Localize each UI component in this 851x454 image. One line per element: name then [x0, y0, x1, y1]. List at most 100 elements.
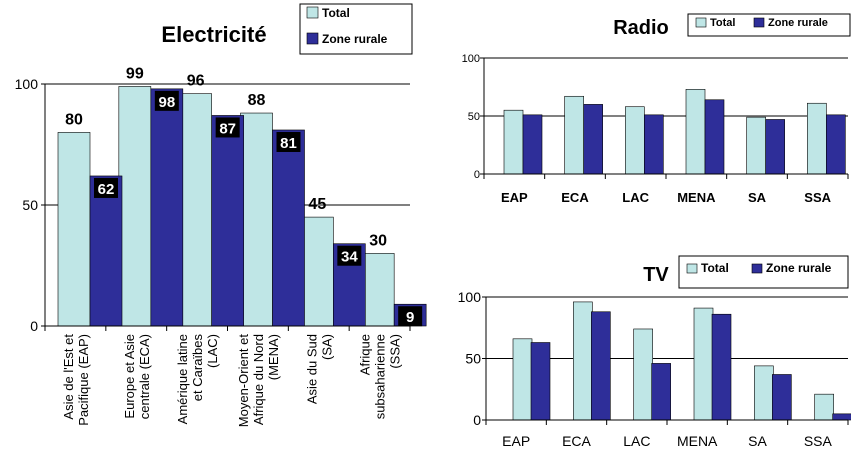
- category-label-0-line-1: Pacifique (EAP): [76, 334, 91, 426]
- bar-rural-3: [711, 313, 732, 421]
- bar-total-3: [240, 112, 273, 327]
- legend-swatch-rural: [306, 32, 319, 45]
- category-label-5-line-0: Afrique: [358, 334, 373, 375]
- legend-box: [299, 3, 413, 55]
- category-label-1: ECA: [562, 433, 591, 449]
- bar-total-0: [503, 109, 524, 175]
- bar-total-5: [814, 393, 834, 421]
- category-label-1-line-0: Europe et Asie: [122, 334, 137, 419]
- category-label-0-line-0: Asie de l'Est et: [61, 334, 76, 420]
- category-label-2-line-1: et Caraïbes: [190, 334, 205, 402]
- category-label-5: SSA: [804, 190, 831, 205]
- legend-box: [687, 13, 851, 37]
- y-tick-label: 100: [462, 53, 480, 65]
- bar-total-3: [685, 89, 706, 175]
- bar-total-2: [179, 93, 212, 327]
- bar-rural-5: [832, 413, 851, 421]
- y-tick-label: 0: [474, 169, 480, 181]
- category-label-4: SA: [748, 433, 767, 449]
- category-label-1: ECA: [561, 190, 589, 205]
- data-label-rural-5: 9: [406, 309, 414, 326]
- legend-box: [678, 255, 849, 289]
- data-label-box-rural-0: [94, 177, 118, 198]
- bar-rural-1: [591, 311, 611, 421]
- data-label-box-rural-1: [154, 90, 179, 111]
- bar-rural-0: [89, 175, 123, 327]
- bar-rural-5: [826, 114, 846, 175]
- category-label-0: EAP: [502, 433, 530, 449]
- legend-label-rural: Zone rurale: [322, 32, 388, 46]
- legend-swatch-rural: [751, 263, 763, 274]
- chart-tv: 0 50 100 EAP ECA LAC MENA SA SSA TV Total Zone rura…: [458, 255, 851, 449]
- bar-total-1: [118, 86, 152, 327]
- legend-swatch-total: [306, 6, 319, 19]
- bar-total-2: [625, 106, 645, 175]
- bar-total-3: [693, 307, 714, 421]
- chart-title: TV: [643, 264, 669, 286]
- bar-rural-3: [272, 129, 305, 327]
- bar-rural-2: [644, 114, 664, 175]
- category-label-3-line-2: (MENA): [266, 334, 281, 380]
- category-label-2: LAC: [622, 190, 649, 205]
- data-label-box-rural-4: [337, 245, 362, 266]
- bar-rural-0: [530, 342, 551, 421]
- category-label-5: SSA: [804, 433, 833, 449]
- data-label-rural-2: 87: [219, 120, 236, 137]
- bar-rural-2: [651, 363, 671, 421]
- category-label-5-line-1: subsaharienne: [373, 334, 388, 419]
- y-tick-label: 0: [473, 412, 481, 428]
- data-label-box-rural-2: [215, 117, 240, 138]
- bar-rural-2: [211, 115, 244, 327]
- y-tick-label: 0: [30, 318, 38, 334]
- bar-total-4: [301, 216, 334, 327]
- y-tick-label: 100: [458, 289, 482, 305]
- bar-rural-4: [765, 119, 785, 175]
- y-tick-label: 50: [22, 197, 38, 213]
- bar-total-0: [512, 338, 533, 421]
- bar-rural-1: [583, 104, 603, 175]
- bar-total-5: [361, 253, 395, 327]
- y-tick-label: 50: [465, 350, 481, 366]
- bar-total-1: [564, 95, 584, 175]
- chart-radio: 0 50 100 EAP ECA LAC MENA SA SSA Radio Total Zone r…: [462, 13, 851, 205]
- category-label-2-line-0: Amérique latine: [175, 334, 190, 424]
- data-label-total-2: 96: [187, 73, 205, 90]
- data-label-box-rural-3: [276, 131, 301, 152]
- category-label-1-line-1: centrale (ECA): [137, 334, 152, 419]
- bar-rural-0: [522, 114, 543, 175]
- bar-total-2: [633, 328, 653, 421]
- data-label-total-4: 45: [308, 196, 326, 213]
- bar-total-4: [754, 365, 774, 421]
- bar-rural-1: [150, 88, 184, 327]
- legend-label-total: Total: [701, 261, 729, 275]
- legend-label-rural: Zone rurale: [766, 261, 832, 275]
- bar-rural-4: [772, 374, 792, 421]
- bar-total-0: [57, 132, 91, 327]
- category-label-5-line-2: (SSA): [388, 334, 403, 369]
- data-label-rural-1: 98: [158, 94, 175, 111]
- bar-total-1: [573, 301, 593, 421]
- legend-swatch-rural: [753, 17, 765, 28]
- category-label-3-line-1: Afrique du Nord: [251, 334, 266, 425]
- legend-label-total: Total: [710, 17, 735, 29]
- category-label-4-line-1: (SA): [319, 334, 334, 360]
- y-tick-label: 50: [468, 111, 480, 123]
- category-label-2: LAC: [623, 433, 650, 449]
- legend-label-total: Total: [322, 6, 350, 20]
- legend-label-rural: Zone rurale: [768, 17, 828, 29]
- category-label-0: EAP: [501, 190, 528, 205]
- data-label-box-rural-5: [398, 306, 423, 327]
- data-label-total-1: 99: [126, 65, 144, 82]
- data-label-rural-4: 34: [341, 249, 358, 266]
- data-label-rural-3: 81: [280, 135, 297, 152]
- chart-title: Radio: [613, 17, 669, 39]
- category-label-3-line-0: Moyen-Orient et: [236, 334, 251, 428]
- category-label-4-line-0: Asie du Sud: [304, 334, 319, 404]
- category-label-2-line-2: (LAC): [205, 334, 220, 368]
- category-label-3: MENA: [677, 190, 716, 205]
- legend-swatch-total: [695, 17, 707, 28]
- chart-title: Electricité: [161, 22, 266, 47]
- data-label-total-0: 80: [65, 111, 83, 128]
- legend-swatch-total: [686, 263, 698, 274]
